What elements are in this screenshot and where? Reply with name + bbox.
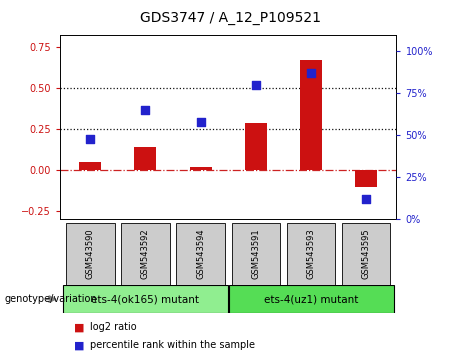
- Point: [87, 136, 94, 142]
- Bar: [245, 122, 267, 170]
- Text: GSM543594: GSM543594: [196, 229, 205, 279]
- Text: percentile rank within the sample: percentile rank within the sample: [90, 340, 255, 350]
- Bar: [135, 147, 156, 170]
- Bar: [355, 170, 377, 187]
- Text: ■: ■: [74, 322, 84, 332]
- Text: GDS3747 / A_12_P109521: GDS3747 / A_12_P109521: [140, 11, 321, 25]
- Text: GSM543591: GSM543591: [251, 229, 260, 279]
- Bar: [121, 223, 170, 285]
- Point: [307, 70, 315, 76]
- Bar: [287, 223, 335, 285]
- Bar: [177, 223, 225, 285]
- Point: [252, 82, 260, 87]
- Text: GSM543593: GSM543593: [307, 229, 315, 279]
- Text: GSM543590: GSM543590: [86, 229, 95, 279]
- Text: GSM543595: GSM543595: [361, 229, 371, 279]
- Bar: [63, 285, 228, 313]
- Bar: [66, 223, 114, 285]
- Text: ets-4(uz1) mutant: ets-4(uz1) mutant: [264, 294, 359, 304]
- Text: ets-4(ok165) mutant: ets-4(ok165) mutant: [91, 294, 200, 304]
- Point: [197, 119, 204, 125]
- Bar: [229, 285, 394, 313]
- Point: [362, 196, 370, 202]
- Bar: [79, 162, 101, 170]
- Point: [142, 107, 149, 113]
- Text: ■: ■: [74, 340, 84, 350]
- Text: GSM543592: GSM543592: [141, 229, 150, 279]
- Bar: [300, 60, 322, 170]
- Bar: [231, 223, 280, 285]
- Bar: [189, 167, 212, 170]
- Text: genotype/variation: genotype/variation: [5, 294, 97, 304]
- Text: log2 ratio: log2 ratio: [90, 322, 136, 332]
- Bar: [342, 223, 390, 285]
